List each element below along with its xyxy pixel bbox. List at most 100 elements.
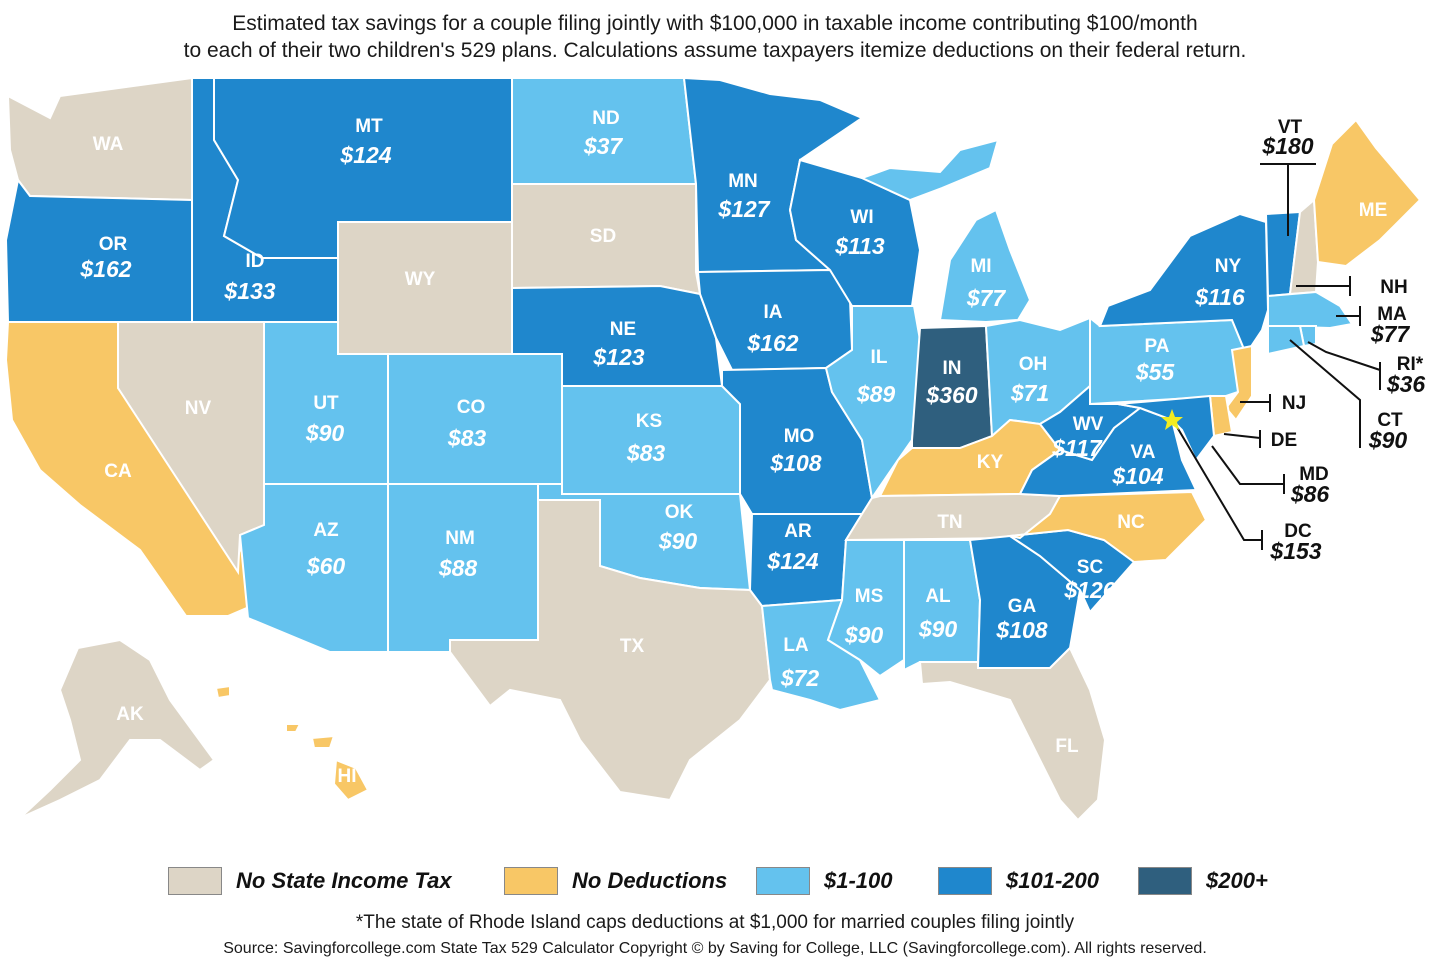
value-ks: $83 [626, 440, 666, 466]
value-dc: $153 [1269, 538, 1321, 564]
value-ut: $90 [305, 420, 345, 446]
label-nj: NJ [1282, 393, 1306, 414]
value-va: $104 [1111, 463, 1163, 489]
label-il: IL [871, 347, 888, 368]
dc-star-icon [1161, 409, 1183, 430]
value-ct: $90 [1368, 427, 1408, 453]
legend-swatch-low [756, 867, 810, 895]
label-me: ME [1359, 200, 1388, 221]
value-or: $162 [79, 256, 131, 282]
legend-label-no-tax: No State Income Tax [236, 868, 452, 893]
footnote: *The state of Rhode Island caps deductio… [355, 912, 1075, 933]
value-mt: $124 [339, 142, 391, 168]
label-ak: AK [116, 704, 144, 725]
label-ok: OK [665, 502, 694, 523]
nh-leader [1296, 276, 1351, 296]
label-nh: NH [1380, 277, 1407, 298]
state-ct [1267, 325, 1306, 356]
legend-no-deduction: No Deductions [504, 866, 727, 896]
value-nd: $37 [583, 133, 624, 159]
state-mi [938, 208, 1032, 324]
label-md: MD [1299, 464, 1329, 485]
state-mi-up [859, 138, 1000, 202]
label-wa: WA [93, 134, 124, 155]
value-az: $60 [306, 553, 346, 579]
state-nh [1288, 197, 1320, 296]
vt-leader [1260, 163, 1316, 236]
value-ia: $162 [746, 330, 798, 356]
value-md: $86 [1290, 481, 1330, 507]
label-va: VA [1131, 442, 1156, 463]
label-or: OR [99, 234, 128, 255]
label-wy: WY [405, 269, 436, 290]
label-co: CO [457, 397, 486, 418]
value-id: $133 [223, 278, 275, 304]
label-ga: GA [1008, 596, 1037, 617]
legend-swatch-no-deduction [504, 867, 558, 895]
source-line: Source: Savingforcollege.com State Tax 5… [223, 940, 1207, 957]
label-ny: NY [1215, 256, 1242, 277]
value-il: $89 [856, 381, 896, 407]
label-id: ID [246, 251, 265, 272]
legend-label-high: $200+ [1206, 868, 1268, 893]
label-ne: NE [610, 319, 636, 340]
us-map: WA OR $162 CA NV ID $133 MT $124 WY UT $… [4, 76, 1426, 822]
label-ca: CA [104, 461, 132, 482]
label-fl: FL [1055, 736, 1079, 757]
value-vt: $180 [1261, 133, 1313, 159]
label-oh: OH [1019, 354, 1048, 375]
state-tx [449, 499, 772, 802]
label-la: LA [783, 635, 809, 656]
label-ri: RI* [1397, 354, 1424, 375]
label-hi: HI [338, 766, 357, 787]
value-mo: $108 [769, 450, 821, 476]
value-ga: $108 [995, 617, 1047, 643]
state-hi-4 [214, 684, 231, 700]
legend-swatch-high [1138, 867, 1192, 895]
label-mn: MN [728, 171, 758, 192]
label-tn: TN [937, 512, 962, 533]
value-ma: $77 [1370, 321, 1411, 347]
md-leader [1211, 445, 1285, 494]
title-line-2: to each of their two children's 529 plan… [183, 39, 1247, 62]
value-la: $72 [780, 665, 820, 691]
state-hi-2 [310, 734, 336, 749]
value-ne: $123 [592, 344, 644, 370]
ri-leader [1307, 341, 1381, 390]
label-tx: TX [620, 636, 645, 657]
value-pa: $55 [1135, 359, 1176, 385]
state-shapes [4, 76, 1422, 822]
label-nm: NM [445, 528, 475, 549]
value-ms: $90 [844, 622, 884, 648]
label-al: AL [925, 586, 951, 607]
value-ny: $116 [1194, 284, 1245, 310]
value-mi: $77 [966, 285, 1007, 311]
label-nd: ND [592, 108, 619, 129]
label-ms: MS [855, 586, 884, 607]
state-hi-3 [285, 723, 302, 733]
state-hi [332, 758, 370, 802]
title-line-1: Estimated tax savings for a couple filin… [232, 12, 1198, 35]
label-de: DE [1271, 430, 1297, 451]
value-ar: $124 [766, 548, 818, 574]
value-al: $90 [918, 616, 958, 642]
legend-no-tax: No State Income Tax [168, 866, 452, 896]
label-in: IN [943, 358, 962, 379]
label-mi: MI [970, 256, 991, 277]
value-wv: $117 [1051, 435, 1103, 461]
state-nc [1009, 490, 1208, 564]
label-nv: NV [185, 398, 212, 419]
label-pa: PA [1145, 336, 1170, 357]
legend-label-mid: $101-200 [1006, 868, 1099, 893]
legend-high: $200+ [1138, 866, 1268, 896]
label-dc: DC [1284, 521, 1312, 542]
legend-mid: $101-200 [938, 866, 1099, 896]
leader-lines [1173, 163, 1381, 550]
value-wi: $113 [834, 233, 885, 259]
state-co [387, 353, 563, 485]
value-sc: $126 [1063, 577, 1115, 603]
label-ut: UT [313, 393, 339, 414]
value-ri: $36 [1386, 371, 1426, 397]
legend-low: $1-100 [756, 866, 893, 896]
value-nm: $88 [438, 555, 478, 581]
